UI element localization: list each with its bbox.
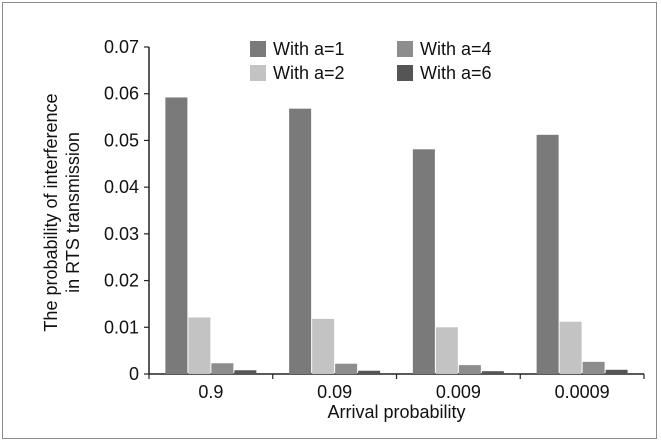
tick-labels: 0 0.01 0.02 0.03 0.04 0.05 0.06 0.07 0.9 0.09 0.00… xyxy=(104,37,610,402)
y-tick-label: 0.06 xyxy=(104,84,139,104)
x-tick-label: 0.0009 xyxy=(555,382,610,402)
x-tick-label: 0.09 xyxy=(317,382,352,402)
x-axis-label: Arrival probability xyxy=(327,402,465,422)
bar xyxy=(358,370,381,374)
bar xyxy=(536,134,559,374)
chart-frame xyxy=(2,2,657,439)
y-tick-label: 0.05 xyxy=(104,130,139,150)
bar xyxy=(211,363,234,374)
bar xyxy=(559,321,582,374)
y-tick-label: 0.04 xyxy=(104,177,139,197)
bar xyxy=(188,317,211,374)
legend-swatch xyxy=(250,65,266,81)
bar xyxy=(289,108,312,375)
y-tick-label: 0.03 xyxy=(104,224,139,244)
bar xyxy=(582,361,605,374)
legend-swatch xyxy=(397,41,413,57)
y-tick-label: 0 xyxy=(129,364,139,384)
legend-label: With a=1 xyxy=(273,39,345,59)
legend-label: With a=2 xyxy=(273,63,345,83)
bar xyxy=(412,149,435,374)
y-axis-label-line: in RTS transmission xyxy=(63,132,83,293)
x-tick-label: 0.009 xyxy=(436,382,481,402)
bar xyxy=(435,327,458,374)
legend-label: With a=6 xyxy=(420,63,492,83)
legend-swatch xyxy=(397,65,413,81)
bar xyxy=(605,369,628,374)
legend: With a=1 With a=2 With a=4 With a=6 xyxy=(250,39,492,83)
legend-swatch xyxy=(250,41,266,57)
bar xyxy=(165,97,188,375)
bar xyxy=(481,371,504,374)
bar xyxy=(312,318,335,374)
y-tick-label: 0.07 xyxy=(104,37,139,57)
y-axis-label: The probability of interference in RTS tr… xyxy=(41,93,83,331)
y-axis-label-line: The probability of interference xyxy=(41,93,61,331)
x-tick-label: 0.9 xyxy=(198,382,223,402)
bar xyxy=(458,365,481,374)
bar xyxy=(335,363,358,374)
y-tick-label: 0.02 xyxy=(104,271,139,291)
bars xyxy=(165,97,628,375)
bar xyxy=(234,370,257,374)
legend-label: With a=4 xyxy=(420,39,492,59)
y-tick-label: 0.01 xyxy=(104,317,139,337)
